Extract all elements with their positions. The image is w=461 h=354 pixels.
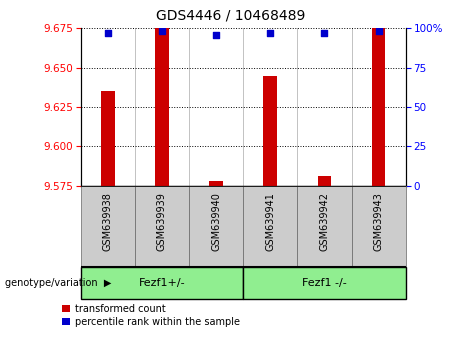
Point — [266, 30, 274, 36]
Text: GSM639943: GSM639943 — [373, 192, 384, 251]
Bar — [243, 186, 297, 267]
Text: GSM639942: GSM639942 — [319, 192, 330, 251]
Bar — [155, 28, 169, 186]
Bar — [135, 186, 189, 267]
Bar — [243, 267, 406, 299]
Bar — [101, 91, 114, 186]
Bar — [297, 186, 352, 267]
Text: GSM639938: GSM639938 — [103, 192, 113, 251]
Point — [321, 30, 328, 36]
Point — [375, 29, 382, 34]
Point — [158, 29, 165, 34]
Text: genotype/variation  ▶: genotype/variation ▶ — [5, 278, 111, 288]
Bar — [318, 176, 331, 186]
Text: GSM639941: GSM639941 — [265, 192, 275, 251]
Point — [104, 30, 112, 36]
Bar — [81, 186, 135, 267]
Text: Fezf1+/-: Fezf1+/- — [139, 278, 185, 288]
Bar — [209, 181, 223, 186]
Legend: transformed count, percentile rank within the sample: transformed count, percentile rank withi… — [63, 304, 240, 327]
Bar — [264, 76, 277, 186]
Bar — [189, 186, 243, 267]
Text: GDS4446 / 10468489: GDS4446 / 10468489 — [156, 9, 305, 23]
Point — [213, 32, 220, 38]
Bar — [352, 186, 406, 267]
Text: GSM639940: GSM639940 — [211, 192, 221, 251]
Text: Fezf1 -/-: Fezf1 -/- — [302, 278, 347, 288]
Bar — [372, 28, 385, 186]
Text: GSM639939: GSM639939 — [157, 192, 167, 251]
Bar — [81, 267, 243, 299]
